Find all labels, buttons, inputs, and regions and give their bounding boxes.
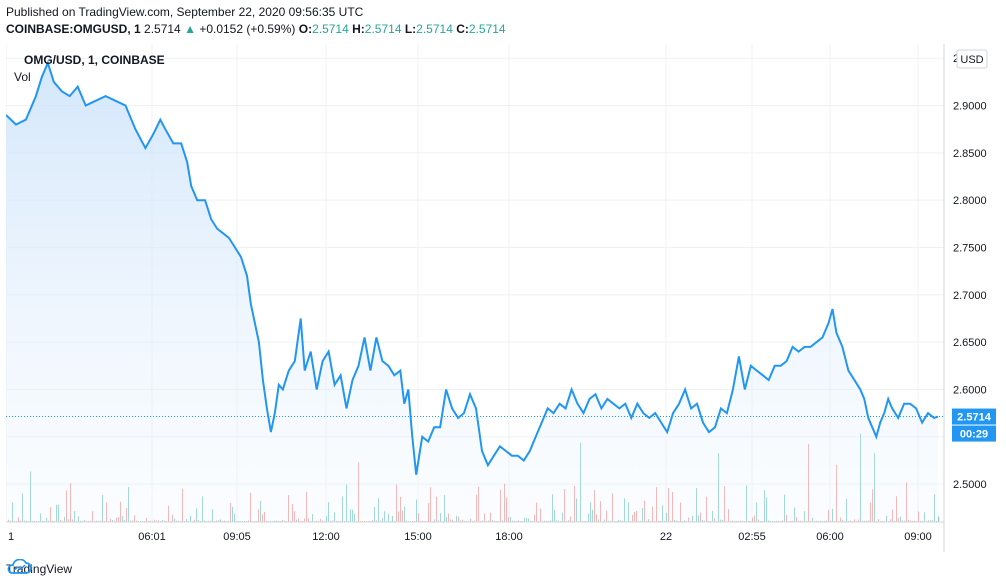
last-price-header: 2.5714 (144, 22, 181, 36)
time-tick-label: 06:01 (138, 531, 166, 543)
time-tick-label: 06:00 (816, 531, 844, 543)
price-tick-label: 2.6500 (953, 337, 987, 349)
ticker-line: COINBASE:OMGUSD, 1 2.5714 ▲ +0.0152 (+0.… (6, 22, 506, 36)
tradingview-logo[interactable]: TradingView (6, 559, 72, 579)
price-tick-label: 2.5000 (953, 479, 987, 491)
close-value: 2.5714 (468, 22, 506, 36)
close-label: C: (456, 22, 469, 36)
tradingview-cloud-icon (7, 559, 32, 574)
time-tick-label: 22 (660, 531, 672, 543)
time-tick-label: 12:00 (312, 531, 340, 543)
price-line (6, 60, 939, 475)
low-label: L: (404, 22, 417, 36)
open-label: O: (298, 22, 313, 36)
price-tick-label: 2.6000 (953, 384, 987, 396)
countdown-value: 00:29 (960, 429, 988, 441)
high-label: H: (352, 22, 365, 36)
chart-header: Published on TradingView.com, September … (0, 0, 1006, 44)
time-tick-label: 09:00 (904, 531, 932, 543)
price-tick-label: 2.7000 (953, 290, 987, 302)
price-tick-label: 2.8500 (953, 148, 987, 160)
time-axis[interactable]: 1 06:01 09:05 12:00 15:00 18:00 22 02:55 06:00 09… (6, 521, 944, 543)
chart-area[interactable]: 2.50002.55002.60002.65002.70002.75002.80… (6, 44, 1006, 552)
time-tick-label: 15:00 (404, 531, 432, 543)
price-axis[interactable]: 2.50002.55002.60002.65002.70002.75002.80… (943, 44, 987, 552)
time-tick-label: 09:05 (223, 531, 251, 543)
open-value: 2.5714 (312, 22, 349, 36)
price-tick-label: 2.7500 (953, 243, 987, 255)
time-tick-label: 18:00 (495, 531, 523, 543)
legend-title: OMG/USD, 1, COINBASE (24, 53, 165, 67)
change: +0.0152 (+0.59%) (199, 22, 296, 36)
volume-bar (938, 516, 939, 522)
triangle-up-icon: ▲ (184, 22, 196, 36)
time-tick-label: 02:55 (738, 531, 766, 543)
last-price-tag: 2.5714 00:29 (952, 408, 996, 442)
price-chart[interactable]: 2.50002.55002.60002.65002.70002.75002.80… (6, 44, 1006, 552)
price-area-fill (6, 62, 938, 523)
high-value: 2.5714 (364, 22, 402, 36)
price-tick-label: 2.8000 (953, 195, 987, 207)
currency-button[interactable]: USD (956, 49, 988, 69)
time-tick-label: 1 (8, 531, 14, 543)
price-tick-label: 2.9000 (953, 101, 987, 113)
published-line: Published on TradingView.com, September … (6, 5, 364, 19)
currency-label: USD (960, 54, 983, 66)
symbol: COINBASE:OMGUSD, 1 (6, 22, 141, 36)
low-value: 2.5714 (416, 22, 453, 36)
legend-vol: Vol (14, 70, 31, 84)
last-price-value: 2.5714 (957, 412, 992, 424)
